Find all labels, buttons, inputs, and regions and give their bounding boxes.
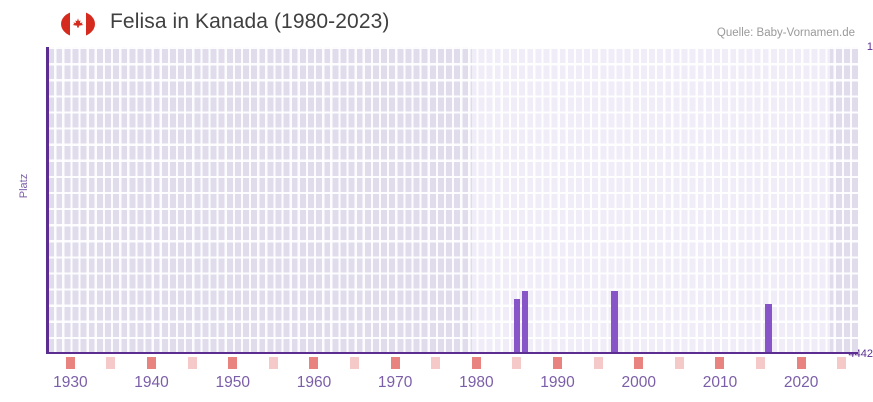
x-tick-mark-2000	[634, 357, 644, 369]
grid-lines	[46, 47, 858, 354]
x-axis-tick-label: 1960	[296, 374, 332, 391]
x-tick-mark-1950	[228, 357, 238, 369]
x-tick-mark-minor-1975	[431, 357, 441, 369]
x-tick-mark-minor-2015	[756, 357, 766, 369]
x-tick-mark-2010	[715, 357, 725, 369]
x-tick-mark-1980	[471, 357, 481, 369]
canada-flag-icon	[61, 11, 95, 37]
x-tick-mark-minor-1985	[512, 357, 522, 369]
chart-header: Felisa in Kanada (1980-2023) Quelle: Bab…	[0, 0, 873, 46]
x-tick-mark-minor-2025	[837, 357, 847, 369]
x-tick-mark-minor-1965	[350, 357, 360, 369]
x-tick-mark-minor-1995	[593, 357, 603, 369]
x-axis-tick-label: 1990	[540, 374, 575, 391]
bar-2016[interactable]	[765, 304, 773, 354]
x-tick-mark-1940	[147, 357, 157, 369]
x-tick-mark-1970	[390, 357, 400, 369]
bar-1985[interactable]	[513, 298, 521, 354]
source-attribution: Quelle: Baby-Vornamen.de	[716, 27, 855, 39]
x-axis-tick-label: 2010	[702, 374, 738, 391]
x-axis-tick-label: 1980	[459, 374, 494, 391]
x-axis-tick-label: 1930	[53, 374, 88, 391]
x-tick-mark-2020	[796, 357, 806, 369]
x-axis-tick-label: 1950	[215, 374, 250, 391]
x-tick-mark-minor-1935	[106, 357, 116, 369]
x-axis-tick-label: 2000	[621, 374, 656, 391]
x-axis-tick-label: 1970	[377, 374, 413, 391]
bar-1986[interactable]	[521, 290, 529, 354]
chart-title: Felisa in Kanada (1980-2023)	[110, 10, 390, 33]
x-tick-mark-minor-1945	[187, 357, 197, 369]
x-tick-mark-minor-2005	[674, 357, 684, 369]
y-axis-tick-top: 1	[866, 41, 873, 53]
y-axis-line	[46, 47, 49, 354]
x-axis-line	[46, 351, 858, 354]
x-tick-mark-minor-1955	[268, 357, 278, 369]
bar-1997[interactable]	[610, 290, 618, 354]
x-tick-mark-1990	[553, 357, 563, 369]
plot-area	[46, 47, 858, 354]
x-tick-mark-1930	[65, 357, 75, 369]
x-axis-tick-label: 2020	[783, 374, 819, 391]
x-tick-mark-1960	[309, 357, 319, 369]
x-axis-tick-label: 1940	[134, 374, 169, 391]
maple-leaf-icon	[72, 18, 84, 28]
y-axis-title: Platz	[18, 173, 30, 199]
